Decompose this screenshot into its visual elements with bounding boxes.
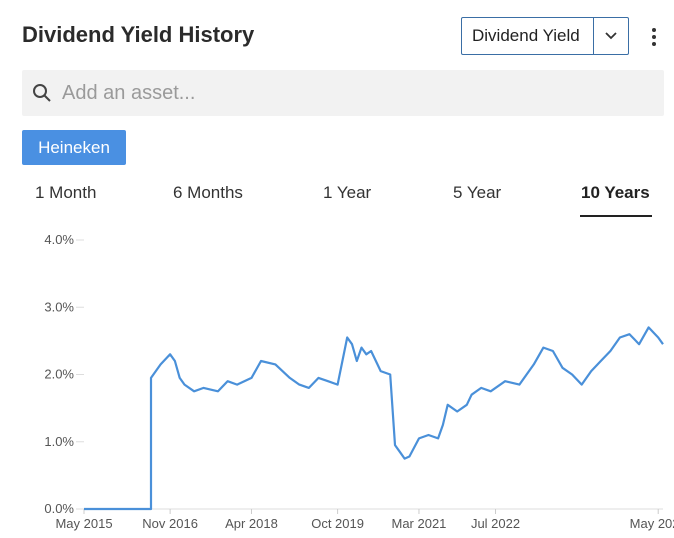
asset-search <box>22 70 664 116</box>
y-tick-label: 0.0% <box>44 501 74 516</box>
metric-select[interactable]: Dividend Yield <box>461 17 629 55</box>
metric-select-value: Dividend Yield <box>472 26 580 45</box>
y-tick-label: 4.0% <box>44 232 74 247</box>
x-tick-label: Nov 2016 <box>142 516 198 531</box>
dividend-yield-chart: 0.0% 1.0% 2.0% 3.0% 4.0% May 2015 Nov 2016 Apr … <box>44 232 674 531</box>
tab-1-year[interactable]: 1 Year <box>323 183 372 202</box>
x-tick-label: May 2015 <box>55 516 112 531</box>
tab-10-years[interactable]: 10 Years <box>581 183 650 202</box>
x-tick-label: Mar 2021 <box>391 516 446 531</box>
more-options-icon[interactable] <box>644 24 664 50</box>
y-tick-label: 3.0% <box>44 299 74 314</box>
x-tick-label: May 2025 <box>630 516 674 531</box>
search-icon <box>32 83 52 103</box>
x-tick-label: Apr 2018 <box>225 516 278 531</box>
x-tick-label: Jul 2022 <box>471 516 520 531</box>
x-tick-label: Oct 2019 <box>311 516 364 531</box>
asset-chip-heineken[interactable]: Heineken <box>22 130 126 165</box>
y-tick-label: 2.0% <box>44 367 74 382</box>
tab-6-months[interactable]: 6 Months <box>173 183 243 202</box>
y-tick-label: 1.0% <box>44 434 74 449</box>
tab-1-month[interactable]: 1 Month <box>35 183 97 202</box>
series-line <box>84 326 664 511</box>
time-range-tabs: 1 Month 6 Months 1 Year 5 Year 10 Years <box>0 180 674 220</box>
search-input[interactable] <box>60 80 624 106</box>
chevron-down-icon[interactable] <box>593 18 628 54</box>
tab-5-year[interactable]: 5 Year <box>453 183 502 202</box>
page-title: Dividend Yield History <box>22 22 255 47</box>
active-tab-indicator <box>580 215 652 217</box>
